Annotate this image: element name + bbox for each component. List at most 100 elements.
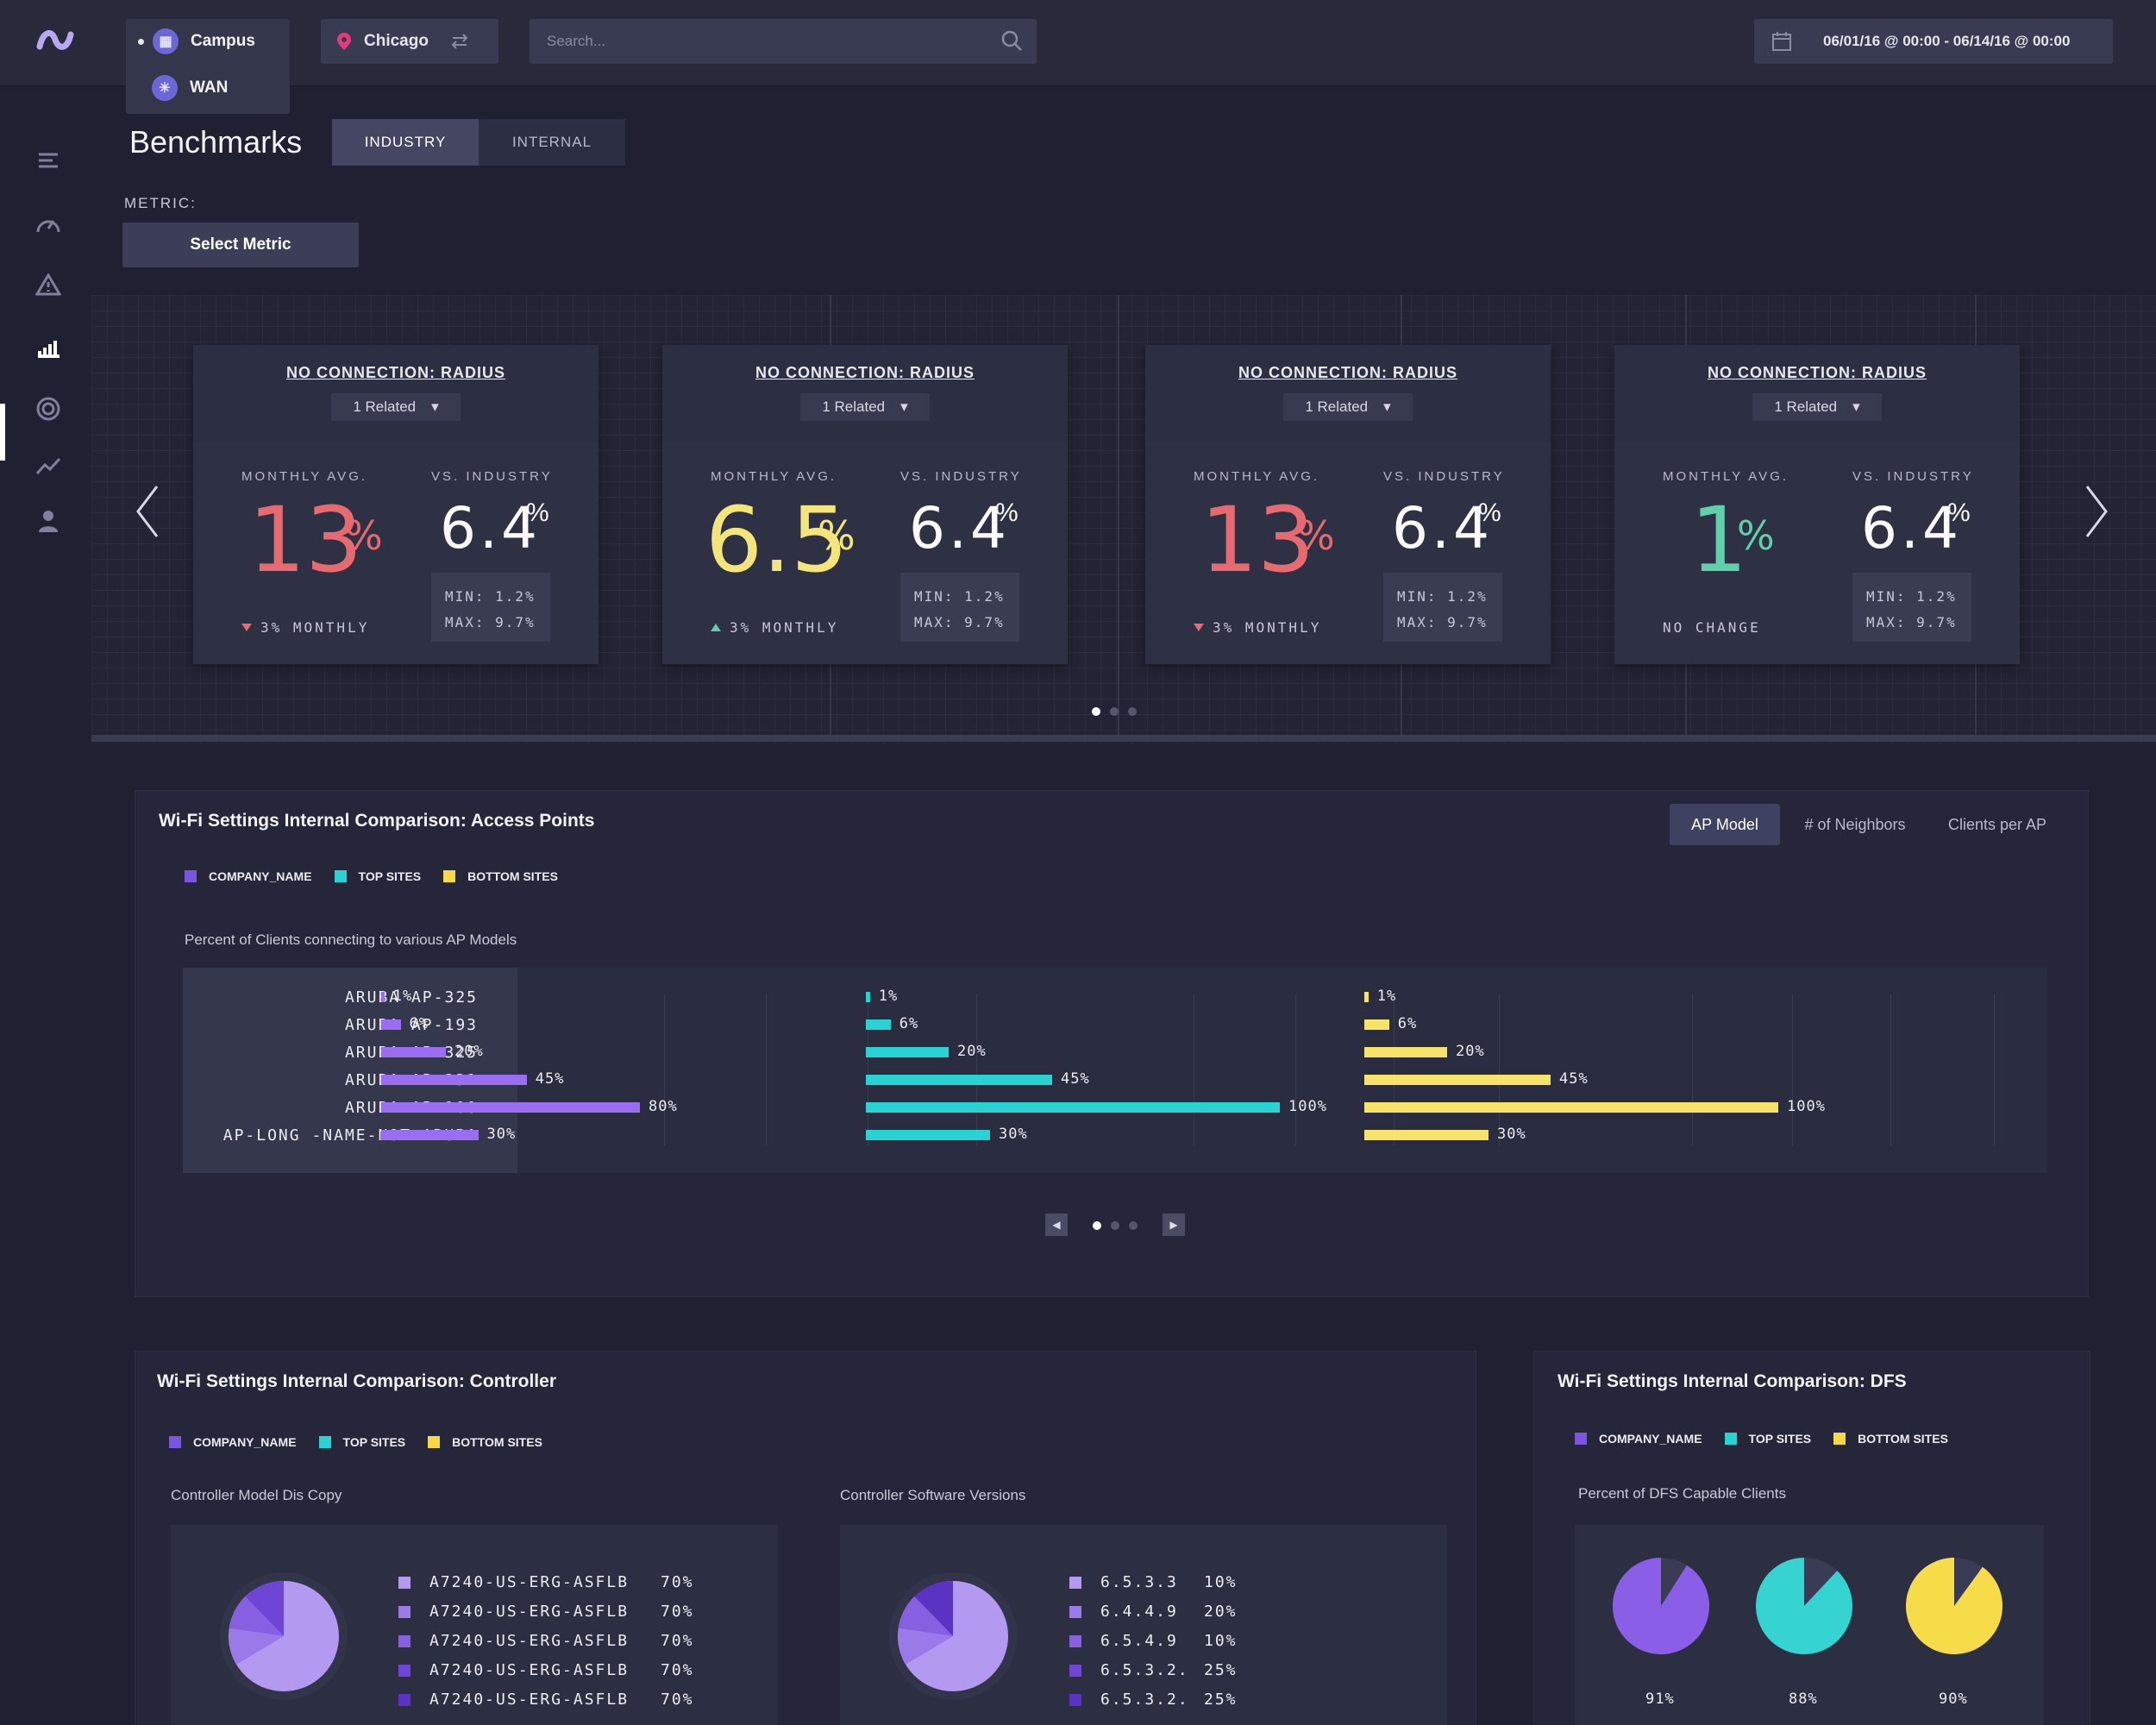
pie-slice[interactable] — [1755, 1558, 1852, 1654]
bar[interactable] — [1364, 1047, 1447, 1057]
network-option-label: Campus — [191, 32, 255, 50]
benchmark-card[interactable]: NO CONNECTION: RADIUS 1 Related ▾ MONTHLY… — [1145, 345, 1551, 664]
min-value: MIN: 1.2% — [914, 588, 1005, 605]
network-option-wan[interactable]: ✳ WAN — [152, 71, 228, 105]
carousel-scrollbar[interactable] — [91, 735, 2156, 742]
chart-subtitle: Controller Software Versions — [840, 1487, 1026, 1503]
carousel-dot[interactable] — [1128, 707, 1137, 716]
carousel-dot-active[interactable] — [1092, 707, 1100, 716]
tab-industry[interactable]: INDUSTRY — [332, 119, 479, 166]
card-body: MONTHLY AVG. VS. INDUSTRY 13 % 6.4 % MIN… — [193, 442, 599, 664]
speedometer-icon[interactable] — [31, 207, 66, 242]
bar[interactable] — [1364, 1075, 1551, 1085]
benchmark-card[interactable]: NO CONNECTION: RADIUS 1 Related ▾ MONTHLY… — [662, 345, 1068, 664]
related-dropdown[interactable]: 1 Related ▾ — [331, 393, 461, 421]
bar[interactable] — [866, 1019, 891, 1030]
bar[interactable] — [381, 1047, 446, 1057]
trend-icon[interactable] — [31, 448, 66, 483]
swap-icon[interactable] — [449, 33, 470, 50]
bar[interactable] — [1364, 992, 1369, 1002]
search-input[interactable] — [530, 19, 1037, 64]
legend-item: COMPANY_NAME — [185, 869, 312, 883]
app-logo-icon[interactable] — [36, 24, 74, 59]
bar[interactable] — [866, 1130, 990, 1140]
date-range-picker[interactable]: 06/01/16 @ 00:00 - 06/14/16 @ 00:00 — [1754, 19, 2113, 64]
segment-clients-per-ap[interactable]: Clients per AP — [1947, 815, 2047, 833]
card-title-link[interactable]: NO CONNECTION: RADIUS — [755, 364, 975, 381]
caret-down-icon: ▾ — [431, 398, 439, 415]
bar[interactable] — [866, 1047, 949, 1057]
carousel-dot[interactable] — [1110, 707, 1119, 716]
target-icon[interactable] — [31, 392, 66, 426]
pie-legend-label: A7240-US-ERG-ASFLB — [429, 1632, 630, 1650]
bar[interactable] — [1364, 1130, 1489, 1140]
benchmarks-icon[interactable] — [31, 329, 66, 364]
bar[interactable] — [381, 1102, 640, 1113]
controller-software-chart — [840, 1525, 1447, 1725]
pie-legend-swatch — [1069, 1576, 1081, 1589]
percent-sign: % — [526, 499, 549, 527]
bar[interactable] — [866, 1075, 1052, 1085]
bar-value-label: 80% — [649, 1098, 678, 1115]
network-switcher[interactable]: ▦ Campus ✳ WAN — [126, 19, 290, 114]
bar[interactable] — [1364, 1019, 1389, 1030]
search-icon[interactable] — [1000, 29, 1023, 52]
grid-divider — [1118, 295, 1119, 735]
location-selector[interactable]: Chicago — [321, 19, 498, 64]
bar[interactable] — [381, 992, 385, 1002]
benchmark-card[interactable]: NO CONNECTION: RADIUS 1 Related ▾ MONTHLY… — [1614, 345, 2020, 664]
user-icon[interactable] — [31, 504, 66, 538]
min-max-box: MIN: 1.2% MAX: 9.7% — [431, 573, 550, 642]
network-option-campus[interactable]: ▦ Campus — [138, 24, 255, 59]
bar-value-label: 20% — [454, 1043, 484, 1060]
chart-prev-button[interactable]: ◀ — [1045, 1214, 1068, 1236]
related-dropdown[interactable]: 1 Related ▾ — [1283, 393, 1413, 421]
chart-legend: COMPANY_NAME TOP SITES BOTTOM SITES — [185, 869, 558, 883]
date-range-label: 06/01/16 @ 00:00 - 06/14/16 @ 00:00 — [1823, 33, 2071, 49]
chevron-right-icon[interactable] — [2078, 481, 2113, 542]
segment-ap-model[interactable]: AP Model — [1670, 804, 1780, 845]
bar-value-label: 1% — [392, 988, 413, 1005]
tab-internal[interactable]: INTERNAL — [479, 119, 625, 166]
chart-dot[interactable] — [1111, 1221, 1119, 1230]
gridline — [1692, 994, 1693, 1145]
pie-legend-value: 10% — [1204, 1573, 1238, 1591]
campus-icon: ▦ — [153, 28, 179, 54]
percent-sign: % — [1297, 512, 1335, 559]
legend-label: TOP SITES — [1748, 1432, 1812, 1446]
related-dropdown[interactable]: 1 Related ▾ — [800, 393, 930, 421]
bar[interactable] — [381, 1130, 479, 1140]
bar[interactable] — [1364, 1102, 1778, 1113]
chart-dot-active[interactable] — [1093, 1221, 1101, 1230]
chevron-left-icon[interactable] — [131, 481, 166, 542]
pie-slice[interactable] — [1905, 1558, 2002, 1654]
bar[interactable] — [381, 1075, 527, 1085]
trend-label: 3% MONTHLY — [260, 619, 370, 636]
gridline — [1792, 994, 1793, 1145]
alert-icon[interactable] — [31, 267, 66, 302]
chart-next-button[interactable]: ▶ — [1163, 1214, 1185, 1236]
card-title-link[interactable]: NO CONNECTION: RADIUS — [1238, 364, 1457, 381]
select-metric-button[interactable]: Select Metric — [122, 223, 359, 267]
related-dropdown[interactable]: 1 Related ▾ — [1752, 393, 1882, 421]
card-title-link[interactable]: NO CONNECTION: RADIUS — [286, 364, 505, 381]
chart-legend: COMPANY_NAME TOP SITES BOTTOM SITES — [1575, 1432, 1948, 1446]
card-body: MONTHLY AVG. VS. INDUSTRY 6.5 % 6.4 % MI… — [662, 442, 1068, 664]
active-indicator — [0, 404, 5, 461]
bar[interactable] — [866, 992, 870, 1002]
pie-slice[interactable] — [1613, 1558, 1709, 1654]
bar-category-label: ARUBA AP-193 — [344, 1016, 478, 1034]
segment-neighbors[interactable]: # of Neighbors — [1804, 815, 1906, 833]
pie-legend-swatch — [1069, 1605, 1081, 1618]
menu-icon[interactable] — [31, 143, 66, 178]
legend-item: COMPANY_NAME — [1575, 1432, 1702, 1446]
pie-legend-swatch — [1069, 1664, 1081, 1677]
benchmark-card[interactable]: NO CONNECTION: RADIUS 1 Related ▾ MONTHLY… — [193, 345, 599, 664]
chart-dot[interactable] — [1129, 1221, 1138, 1230]
card-title-link[interactable]: NO CONNECTION: RADIUS — [1708, 364, 1927, 381]
bar[interactable] — [866, 1102, 1280, 1113]
pie-legend-value: 20% — [1204, 1603, 1238, 1621]
gridline — [766, 994, 767, 1145]
bar[interactable] — [381, 1019, 401, 1030]
bar-value-label: 1% — [1376, 988, 1397, 1005]
